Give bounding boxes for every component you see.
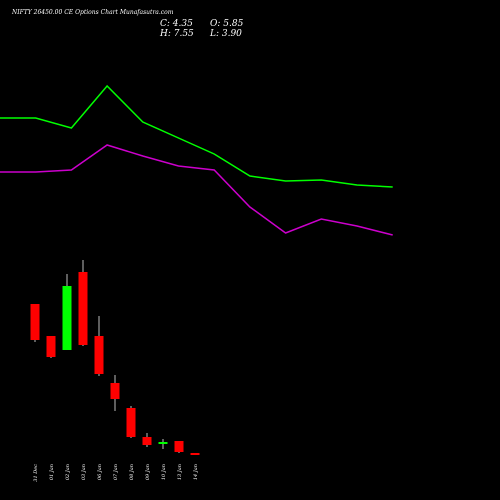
chart-title: NIFTY 26450.00 CE Options Chart Munafasu…: [11, 9, 174, 16]
x-tick-label: 02 Jan: [65, 464, 71, 480]
x-tick-label: 01 Jan: [49, 464, 55, 480]
x-tick-label: 09 Jan: [145, 464, 151, 480]
candle-body: [110, 383, 120, 399]
candle-body: [94, 336, 104, 374]
candle-body: [78, 272, 88, 345]
x-tick-label: 08 Jan: [129, 464, 135, 480]
x-tick-label: 07 Jan: [113, 464, 119, 480]
candle-body: [158, 442, 168, 444]
x-tick-label: 06 Jan: [97, 464, 103, 480]
x-tick-label: 03 Jan: [81, 464, 87, 480]
candle-body: [126, 408, 136, 437]
x-tick-label: 14 Jan: [193, 464, 199, 480]
candle-body: [46, 336, 56, 357]
x-tick-label: 10 Jan: [161, 464, 167, 480]
x-tick-label: 31 Dec: [33, 464, 39, 482]
candle-body: [30, 304, 40, 340]
close-label: C: 4.35: [160, 19, 193, 29]
indicator-line: [0, 144, 393, 236]
low-label: L: 3.90: [209, 29, 242, 39]
high-label: O: 5.85: [210, 19, 244, 29]
candle-body: [142, 437, 152, 445]
x-tick-label: 13 Jan: [177, 464, 183, 480]
candle-body: [190, 453, 200, 455]
candle-body: [62, 286, 72, 350]
indicator-line: [0, 84, 393, 188]
open-label: H: 7.55: [159, 29, 194, 39]
candle-body: [174, 441, 184, 452]
